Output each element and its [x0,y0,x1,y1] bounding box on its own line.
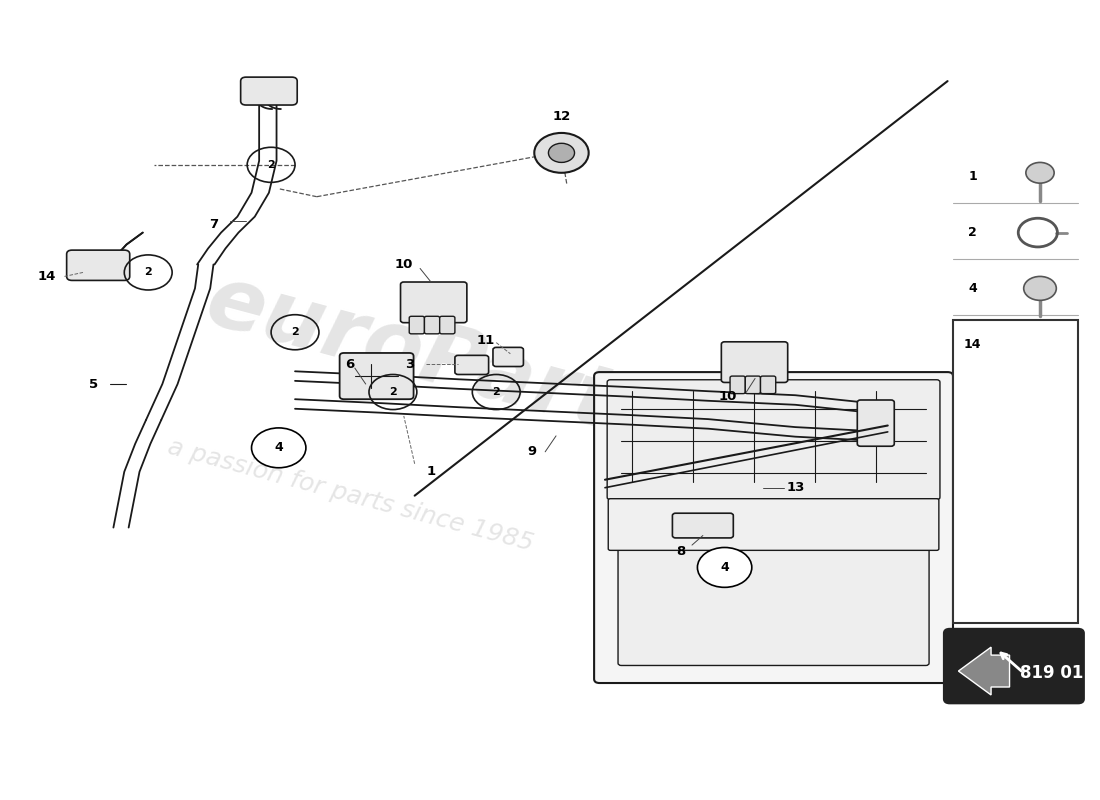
Text: 2: 2 [292,327,299,338]
Text: 14: 14 [37,270,56,283]
Polygon shape [958,647,1010,695]
Circle shape [252,428,306,468]
FancyBboxPatch shape [67,250,130,281]
Text: 2: 2 [144,267,152,278]
FancyBboxPatch shape [608,498,939,550]
FancyBboxPatch shape [340,353,414,399]
Text: 2: 2 [968,226,977,239]
FancyBboxPatch shape [953,320,1078,623]
Text: 2: 2 [389,387,397,397]
Text: 10: 10 [395,258,412,271]
Text: 12: 12 [552,110,571,123]
FancyBboxPatch shape [409,316,425,334]
FancyBboxPatch shape [440,316,455,334]
Text: 11: 11 [476,334,495,346]
FancyBboxPatch shape [857,400,894,446]
Text: 10: 10 [718,390,737,402]
Text: euroParts: euroParts [197,259,674,462]
FancyBboxPatch shape [400,282,466,322]
Text: 9: 9 [528,446,537,458]
Text: 8: 8 [676,545,685,558]
FancyBboxPatch shape [722,342,788,382]
FancyBboxPatch shape [944,630,1084,703]
Circle shape [1026,162,1054,183]
Text: 4: 4 [968,282,977,295]
Text: 13: 13 [786,481,804,494]
Text: 4: 4 [274,442,283,454]
Text: 1: 1 [427,466,436,478]
Text: 3: 3 [405,358,414,370]
FancyBboxPatch shape [594,372,953,683]
Text: 14: 14 [964,338,981,350]
Text: a passion for parts since 1985: a passion for parts since 1985 [165,435,536,556]
Text: 6: 6 [344,358,354,370]
Circle shape [697,547,751,587]
Circle shape [1024,277,1056,300]
FancyBboxPatch shape [455,355,488,374]
Circle shape [535,133,589,173]
FancyBboxPatch shape [760,376,775,394]
FancyBboxPatch shape [607,380,939,500]
FancyBboxPatch shape [493,347,524,366]
Text: 7: 7 [209,218,218,231]
Circle shape [549,143,574,162]
FancyBboxPatch shape [425,316,440,334]
FancyBboxPatch shape [618,534,930,666]
Text: 5: 5 [89,378,98,390]
FancyBboxPatch shape [241,77,297,105]
Text: 1: 1 [968,170,977,183]
Text: 2: 2 [267,160,275,170]
FancyBboxPatch shape [746,376,760,394]
FancyBboxPatch shape [672,514,734,538]
FancyBboxPatch shape [730,376,746,394]
Text: 819 01: 819 01 [1021,664,1084,682]
Text: 2: 2 [493,387,500,397]
Text: 4: 4 [720,561,729,574]
